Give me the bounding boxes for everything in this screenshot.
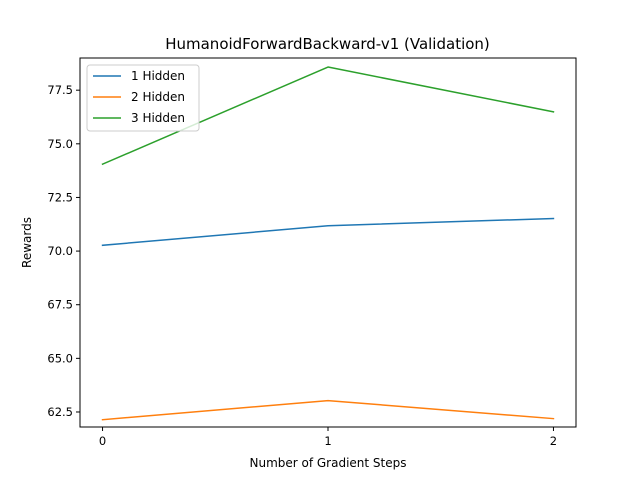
y-tick-label: 75.0 — [47, 137, 73, 151]
y-tick-label: 62.5 — [47, 405, 73, 419]
legend-box — [86, 64, 200, 132]
y-axis-label: Rewards — [20, 217, 34, 268]
plot-area — [101, 66, 555, 421]
x-tick-label: 0 — [99, 434, 106, 448]
x-tick-label: 2 — [550, 434, 557, 448]
y-tick-label: 65.0 — [47, 351, 73, 365]
legend: 1 Hidden 2 Hidden 3 Hidden — [86, 64, 200, 132]
y-tick-label: 72.5 — [47, 190, 73, 204]
legend-label: 2 Hidden — [131, 90, 185, 104]
y-tick-label: 67.5 — [47, 298, 73, 312]
series-line-3 — [101, 66, 555, 166]
legend-label: 1 Hidden — [131, 69, 185, 83]
x-tick-label: 1 — [324, 434, 331, 448]
x-axis-label: Number of Gradient Steps — [249, 456, 406, 470]
y-tick-label: 70.0 — [47, 244, 73, 258]
legend-label: 3 Hidden — [131, 111, 185, 125]
chart-title: HumanoidForwardBackward-v1 (Validation) — [165, 35, 490, 53]
y-tick-label: 77.5 — [47, 83, 73, 97]
series-line-1 — [101, 217, 555, 247]
series-line-2 — [101, 399, 555, 421]
